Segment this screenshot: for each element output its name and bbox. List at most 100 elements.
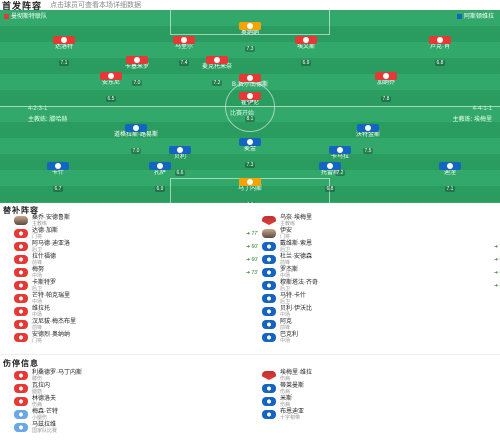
home-player[interactable]: 麦克托米奈 7.2 [189,56,245,89]
home-player[interactable]: 卢克·肖 6.8 [412,36,468,69]
player-rating: 7.4 [178,60,190,66]
player-name: 马奎尔 [174,44,193,50]
home-player[interactable]: 安东尼 6.5 [83,72,139,105]
injury-row[interactable]: 马兹拉维 国家队比赛 [14,421,262,434]
sub-row[interactable]: 达德·加斯 门将 ➜ 77' [14,227,262,240]
player-role: 主教练 [280,220,296,227]
sub-row[interactable]: 梅努 中场 ➜ 73' [14,266,262,279]
player-name: 阿克 [280,318,293,325]
home-player[interactable]: 奥纳纳 7.3 [222,22,278,55]
jersey-icon [14,333,28,342]
player-rating: 6.8 [434,60,446,66]
jersey-icon [100,72,122,80]
home-formation: 4-2-3-1 [28,106,48,112]
player-name: 米斯 [280,395,293,402]
player-role: 中场 [280,272,291,279]
away-player[interactable]: 迪涅 7.1 [422,162,478,195]
player-role: 伤病 [32,401,43,408]
injury-row[interactable]: 梅森·芒特 小腿伤 [14,408,262,421]
injury-row[interactable]: 林德洛夫 伤病 [14,395,262,408]
jersey-icon [262,384,276,393]
home-player[interactable]: 埃文斯 6.9 [278,36,334,69]
divider [0,354,500,355]
jersey-icon [14,255,28,264]
jersey-icon [295,36,317,44]
jersey-icon [239,138,261,146]
sub-row[interactable]: 安德烈·奥纳纳 门将 [14,331,262,344]
away-player[interactable]: 道格拉斯·路易斯 7.0 [108,124,164,157]
sub-event: ➜ 66' [493,269,500,276]
away-player[interactable]: 沃特金斯 7.5 [340,124,396,157]
home-penalty-box [170,10,330,35]
jersey-icon [262,281,276,290]
away-player[interactable]: 孔萨 6.9 [132,162,188,195]
player-name: 托雷斯 [320,170,339,176]
avatar [262,229,276,238]
home-player[interactable]: 达洛特 7.1 [36,36,92,69]
injury-row[interactable]: 瓦拉内 腿筋 [14,382,262,395]
sub-row[interactable]: 乌奈·埃梅里 主教练 [262,214,500,227]
away-player[interactable]: 卡马拉 7.2 [312,146,368,179]
home-player[interactable]: 加纳乔 7.8 [358,72,414,105]
home-player[interactable]: B·费尔南德斯 7.6 [222,74,278,107]
player-name: 马丁内斯 [237,186,262,192]
player-rating: 7.0 [130,148,142,154]
jersey-icon [125,124,147,132]
player-name: 林德洛夫 [32,395,57,402]
sub-row[interactable]: 阿马德·迪亚洛 后卫 ➜ 60' [14,240,262,253]
player-rating: 7.2 [334,170,346,176]
player-role: 小腿伤 [32,414,48,421]
jersey-icon [173,36,195,44]
jersey-icon [262,242,276,251]
home-subs-list: 桑乔·安德鲁斯 主教练 达德·加斯 门将 ➜ 77' 阿马德·迪亚洛 后卫 ➜ 60' 拉什福德… [14,214,262,344]
player-role: 门将 [32,337,43,344]
player-name: 卢克·肖 [430,44,450,50]
home-team-label: 曼彻斯特联队 [4,11,47,20]
sub-event: ➜ 61' [493,256,500,263]
sub-row[interactable]: 芒特·帕克瑞里 中场 [14,292,262,305]
injury-row[interactable]: 布恩迪亚 十字韧带 [262,408,500,421]
player-name: 孔萨 [153,170,166,176]
player-name: 埃文斯 [296,44,315,50]
injury-row[interactable]: 蒂莱曼斯 伤病 [262,382,500,395]
sub-row[interactable]: 马特·卡什 后卫 [262,292,500,305]
injury-row[interactable]: 利桑德罗·马丁内斯 膝伤 [14,369,262,382]
sub-event: ➜ 80' [493,282,500,289]
player-role: 伤病 [280,401,291,408]
sub-row[interactable]: 拉什福德 前锋 ➜ 60' [14,253,262,266]
away-player[interactable]: 贝利 6.6 [152,146,208,179]
home-player[interactable]: 卡塞米罗 7.0 [109,56,165,89]
jersey-icon [319,162,341,170]
sub-row[interactable]: 桑乔·安德鲁斯 主教练 [14,214,262,227]
injury-row[interactable]: 埃梅里·维拉 伤病 [262,369,500,382]
away-formation: 4-4-1-1 [472,106,492,112]
player-name: 贝利·伊沃比 [280,305,312,312]
sub-row[interactable]: 汉尼拔·梅杰布里 前锋 [14,318,262,331]
away-player[interactable]: 麦金 7.3 [222,138,278,171]
jersey-icon [14,307,28,316]
home-player[interactable]: 霍伊伦 8.1 [222,92,278,125]
home-player[interactable]: 马奎尔 7.4 [156,36,212,69]
away-player[interactable]: 马丁内斯 7.0 [222,178,278,203]
jersey-icon [14,397,28,406]
sub-row[interactable]: 巴克利 中场 [262,331,500,344]
sub-row[interactable]: 伊安 门将 [262,227,500,240]
away-coach: 主教练: 埃梅里 [452,117,492,123]
sub-row[interactable]: 贝利·伊沃比 中场 [262,305,500,318]
player-rating: 7.1 [444,186,456,192]
player-role: 前锋 [32,259,43,266]
injury-row[interactable]: 米斯 伤病 [262,395,500,408]
jersey-icon [429,36,451,44]
sub-row[interactable]: 卡斯特罗 后卫 [14,279,262,292]
sub-row[interactable]: 维拉托 中场 [14,305,262,318]
away-player[interactable]: 卡什 6.7 [30,162,86,195]
center-circle [225,82,275,132]
away-player[interactable]: 托雷斯 6.8 [302,162,358,195]
player-role: 门将 [280,233,291,240]
jersey-icon [14,242,28,251]
sub-row[interactable]: 阿克 前锋 [262,318,500,331]
